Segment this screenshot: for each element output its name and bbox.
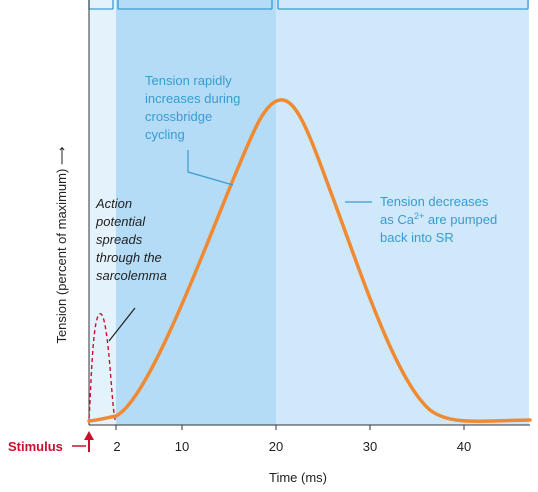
phase-brackets	[88, 0, 529, 10]
tension-curve	[87, 98, 532, 423]
x-tick-label: 40	[457, 439, 471, 454]
contraction-phase-band	[116, 0, 276, 425]
annotation-action-potential: Action potential spreads through the sar…	[95, 196, 167, 283]
leader-lines	[187, 150, 372, 203]
x-tick-label: 2	[113, 439, 120, 454]
action-potential-leader	[108, 307, 136, 342]
x-axis-title: Time (ms)	[269, 470, 327, 485]
x-tick-label: 10	[175, 439, 189, 454]
x-tick-label: 30	[363, 439, 377, 454]
x-tick-label: 20	[269, 439, 283, 454]
relaxation-phase-band	[276, 0, 529, 425]
stimulus-arrow-icon	[72, 431, 94, 452]
annotation-rise: Tension rapidly increases during crossbr…	[145, 73, 244, 142]
action-potential-curve	[88, 313, 117, 423]
annotation-fall: Tension decreases as Ca2+ are pumped bac…	[380, 194, 501, 245]
y-axis-title: Tension (percent of maximum) ⟶	[54, 146, 69, 343]
stimulus-label: Stimulus	[8, 439, 63, 454]
x-tick-marks	[115, 425, 465, 430]
latent-phase-band	[89, 0, 116, 425]
